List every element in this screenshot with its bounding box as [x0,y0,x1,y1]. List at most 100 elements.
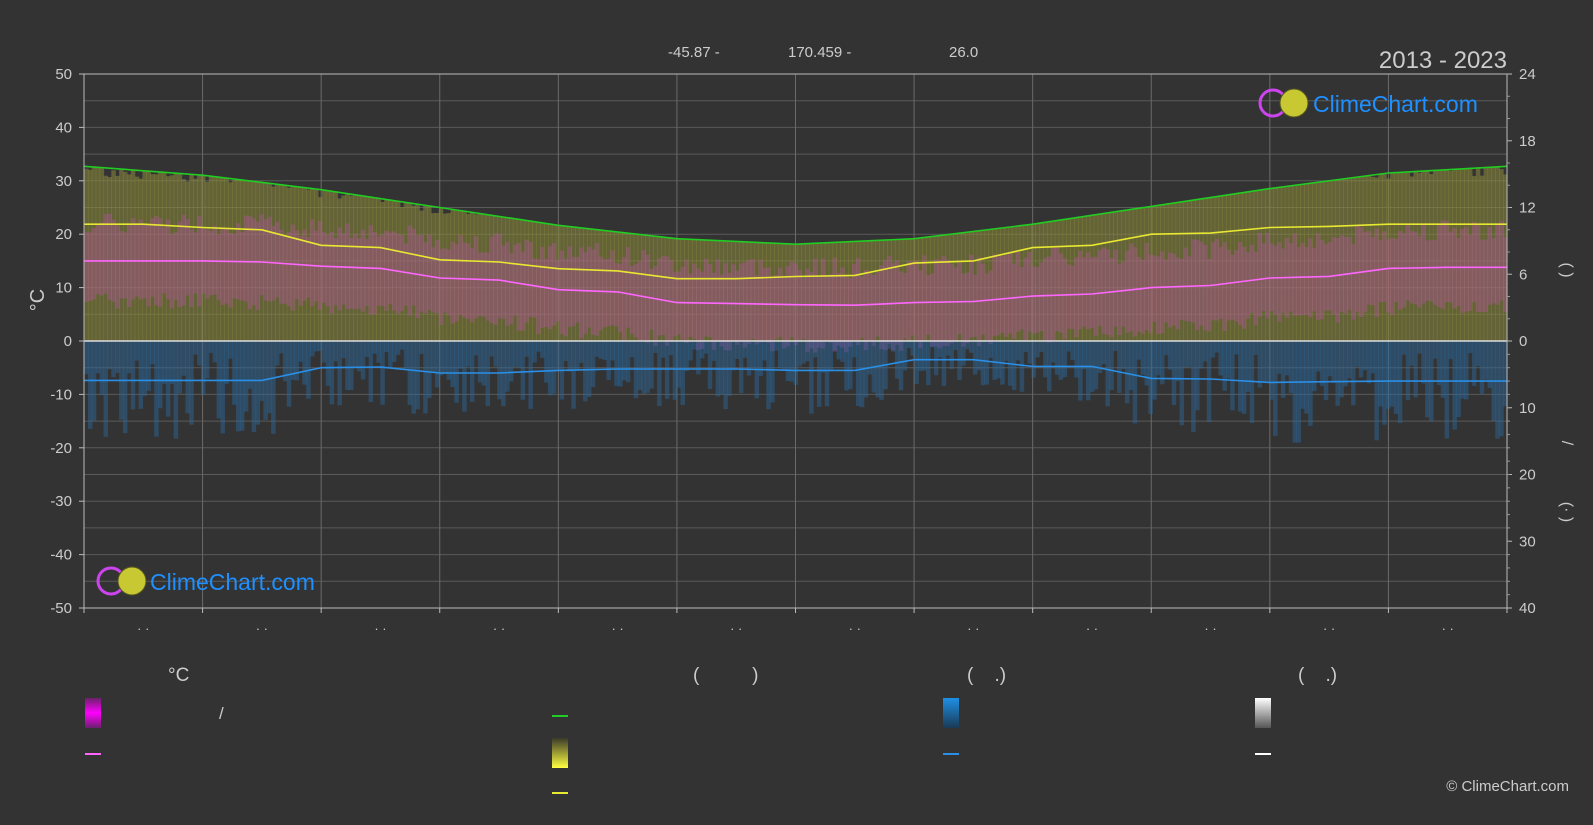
sunshine-bar [536,221,541,341]
precip-bar [477,341,483,383]
precip-bar [212,341,218,363]
precip-bar [1354,341,1360,367]
sunshine-bar [813,243,818,341]
temp-range-bar [688,273,693,337]
precip-bar [228,341,233,359]
sunshine-bar [349,195,354,341]
precip-bar [957,341,962,381]
sunshine-bar [540,222,545,341]
temp-range-bar [559,250,565,334]
temp-range-bar [859,276,865,339]
sunshine-bar [559,225,565,341]
precip-bar [1066,341,1071,352]
precip-bar [275,341,280,366]
precip-bar [980,341,986,386]
temp-range-bar [1421,224,1426,304]
sunshine-bar [1152,206,1157,341]
temp-range-bar [1487,226,1493,305]
temp-range-bar [204,229,210,299]
temp-range-bar [555,259,561,322]
temp-range-bar [961,273,966,347]
temp-range-bar [910,261,916,336]
precip-bar [399,341,405,350]
temp-range-bar [809,272,814,349]
sunshine-bar [477,213,483,341]
sunshine-bar [657,236,662,341]
temp-range-bar [968,254,974,338]
temp-range-bar [107,213,112,301]
temp-range-bar [356,238,362,309]
sunshine-line [84,223,1507,280]
sunshine-bar [1175,202,1181,341]
temp-range-bar [657,258,662,336]
sunshine-bar [1300,184,1305,341]
sunshine-bar [933,236,939,341]
sunshine-bar [1062,219,1068,341]
temp-range-bar [1167,252,1173,328]
temp-range-bar [84,231,89,302]
precip-bar [1288,341,1294,394]
temp-range-bar [637,261,643,342]
precip-bar [1273,341,1278,436]
sunshine-bar [547,223,553,341]
precip-bar [914,341,919,384]
right-tick-label: 40 [1519,600,1536,617]
temp-range-bar [1093,256,1099,336]
sunshine-bar [1109,212,1114,341]
sunshine-bar [239,179,245,341]
precip-bar [314,341,319,352]
temp-range-bar [1257,232,1262,317]
sunshine-bar [1206,198,1212,341]
temp-range-bar [610,250,615,326]
temp-range-bar [520,251,526,331]
precip-bar [1257,341,1262,388]
precip-bar [446,341,452,380]
temp-range-bar [1249,244,1255,314]
precip-bar [236,341,241,432]
temp-range-bar [1136,256,1142,332]
axis-title-right-mid: / [1558,441,1575,446]
temp-range-bar [672,272,678,337]
precip-bar [1292,341,1298,443]
sunshine-bar [742,241,748,341]
temp-range-bar [984,273,990,340]
temp-range-bar [259,214,264,296]
sunshine-bar [618,232,623,341]
temp-range-bar [774,274,779,340]
temp-range-bar [777,267,783,337]
sunshine-bar [1452,169,1457,341]
precip-bar [536,341,541,352]
sunshine-bar [653,235,658,341]
temp-range-bar [1004,255,1009,337]
sunshine-bar [1335,179,1340,341]
sunshine-bar [1339,179,1344,341]
temp-range-bar [1078,250,1083,330]
temp-range-bar [1019,267,1025,330]
temp-range-bar [1390,237,1395,316]
sunshine-bar [703,239,709,341]
temp-range-bar [353,233,358,310]
temp-range-bar [263,219,268,301]
precip-bar [1300,341,1305,409]
temp-range-bar [508,253,514,324]
sunshine-bar [1222,195,1227,341]
precip-bar [1043,341,1048,378]
temp-range-bar [735,270,740,345]
sunshine-bar [1082,216,1087,341]
precip-bar [1495,341,1500,439]
temp-range-bar [937,259,943,349]
precip-bar [177,341,183,394]
precip-bar [516,341,522,368]
precip-bar [384,341,389,352]
precip-bar [1413,341,1418,398]
precip-bar [731,341,736,371]
temp-range-bar [738,263,744,341]
sunshine-bar [1253,191,1259,341]
precip-bar [645,341,650,393]
precip-bar [641,341,647,394]
temp-range-bar [1007,251,1013,334]
temp-range-bar [887,255,892,344]
precip-bar [232,341,237,405]
precip-bar [1358,341,1364,378]
temp-range-bar [1456,238,1461,306]
